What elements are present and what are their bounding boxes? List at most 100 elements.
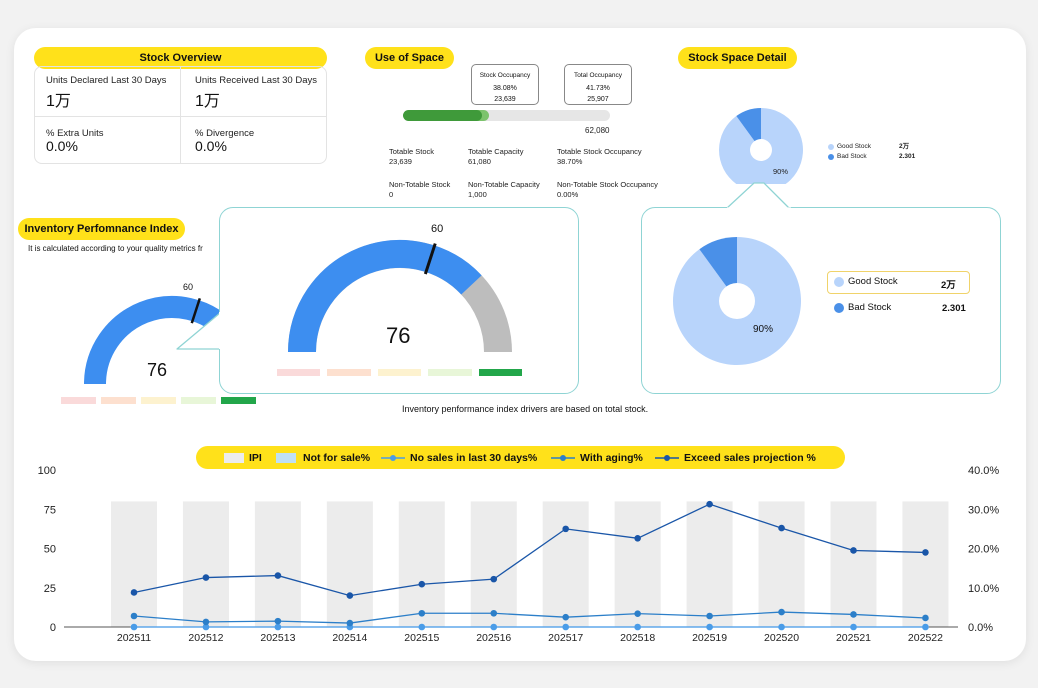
capacity-total: 62,080 [585,126,610,135]
legend-with-aging[interactable]: With aging% [580,452,643,464]
extra-units-label: % Extra Units [46,128,104,139]
ipi-band-2 [101,397,136,404]
exceed-sales-projection-point [346,592,354,599]
totable-stock-value: 23,639 [389,157,412,166]
exceed-sales-projection-point [778,524,785,532]
ipi-threshold-marker [423,243,437,275]
ipi-band-3 [378,369,421,376]
ipi-bar [326,501,373,627]
with-aging-legend-swatch [551,455,575,461]
occupancy-progress-bar [403,110,610,121]
exceed-sales-projection-point [130,589,138,596]
legend-no-sales[interactable]: No sales in last 30 days% [410,452,538,464]
exceed-sales-projection-point [202,574,210,581]
with-aging-point [778,608,785,616]
ipi-band-1 [277,369,320,376]
right-axis-tick: 30.0% [968,504,999,516]
right-axis-tick: 10.0% [968,583,999,595]
non-totable-capacity-label: Non-Totable Capacity [468,180,540,189]
ipi-gauge-small [84,296,220,385]
ipi-threshold-small: 60 [183,282,194,292]
total-occupancy-label: Total Occupancy [573,72,623,79]
ipi-value-large: 76 [386,323,411,348]
bad-stock-label: Bad Stock [848,302,892,313]
no-sales-in-last-30-days-point [562,623,569,631]
ipi-description: It is calculated according to your quali… [28,244,203,253]
exceed-sales-projection-point [850,547,857,554]
ipi-threshold-marker [190,298,202,324]
with-aging-point [130,612,138,620]
not-for-sale-legend-swatch [276,453,296,463]
x-axis-tick: 202521 [836,632,871,644]
x-axis-tick: 202516 [476,632,511,644]
ipi-band-2 [327,369,371,376]
ipi-title: Inventory Perfomnance Index [18,218,185,240]
bad-stock-value: 2.301 [942,303,966,314]
ipi-bar [398,501,445,627]
x-axis-tick: 202512 [188,632,223,644]
x-axis-tick: 202519 [692,632,727,644]
bad-stock-slice [736,108,761,150]
no-sales-in-last-30-days-point [922,623,929,631]
units-received-value: 1万 [195,93,220,110]
total-occupancy-value: 25,907 [587,96,609,103]
no-sales-legend-swatch [381,455,405,461]
divergence-value: 0.0% [195,138,227,154]
right-axis-tick: 40.0% [968,465,999,477]
ipi-zoom-popup [219,207,579,394]
ipi-bar [111,501,157,627]
ipi-bar [614,501,661,627]
x-axis-tick: 202517 [548,632,583,644]
exceed-legend-swatch [655,455,679,461]
bad-stock-label: Bad Stock [837,153,867,160]
legend-ipi[interactable]: IPI [249,452,262,464]
no-sales-in-last-30-days-point [634,623,641,631]
ipi-bar [470,501,517,627]
stock-overview-title: Stock Overview [34,47,327,69]
totable-occupancy-label: Totable Stock Occupancy [557,147,642,156]
no-sales-in-last-30-days-point [778,623,785,631]
ipi-legend-swatch [224,453,244,463]
x-axis-tick: 202511 [117,632,151,644]
ipi-band-3 [141,397,176,404]
with-aging-point [706,612,713,620]
popup-pointer [176,312,221,350]
large-legend-bad: Bad Stock [834,302,891,313]
non-totable-stock-label: Non-Totable Stock [389,180,451,189]
left-axis-tick: 50 [44,544,56,556]
left-axis-tick: 25 [44,583,56,595]
ipi-value-small: 76 [147,360,168,380]
ipi-bar [182,501,229,627]
stock-occupancy-fill [403,110,482,121]
stock-occupancy-label: Stock Occupancy [479,72,531,79]
ipi-bar [758,501,805,627]
no-sales-in-last-30-days-point [274,623,282,631]
with-aging-point [850,611,857,618]
totable-capacity-value: 61,080 [468,157,491,166]
popup-pointer [727,182,791,209]
bad-stock-swatch [834,302,844,313]
non-totable-occupancy-value: 0.00% [557,190,579,199]
exceed-sales-projection-point [274,572,282,579]
exceed-sales-projection-point [706,500,713,508]
totable-occupancy-value: 38.70% [557,157,583,166]
x-axis-tick: 202514 [332,632,367,644]
large-donut-pct: 90% [753,324,774,335]
legend-not-for-sale[interactable]: Not for sale% [303,452,371,464]
totable-stock-label: Totable Stock [389,147,435,156]
good-stock-value: 2万 [941,280,956,291]
right-axis-tick: 20.0% [968,544,999,556]
ipi-bar [542,501,589,627]
totable-capacity-label: Totable Capacity [468,147,524,156]
legend-exceed[interactable]: Exceed sales projection % [684,452,816,464]
good-stock-label: Good Stock [848,276,898,287]
with-aging-point [418,609,426,617]
stock-space-detail-title: Stock Space Detail [678,47,797,69]
with-aging-point [634,610,641,617]
stock-occupancy-value: 23,639 [494,96,516,103]
no-sales-in-last-30-days-point [418,623,426,631]
with-aging-line [133,611,926,624]
units-received-label: Units Received Last 30 Days [195,75,317,86]
with-aging-point [202,618,210,626]
good-stock-value: 2万 [899,143,910,150]
